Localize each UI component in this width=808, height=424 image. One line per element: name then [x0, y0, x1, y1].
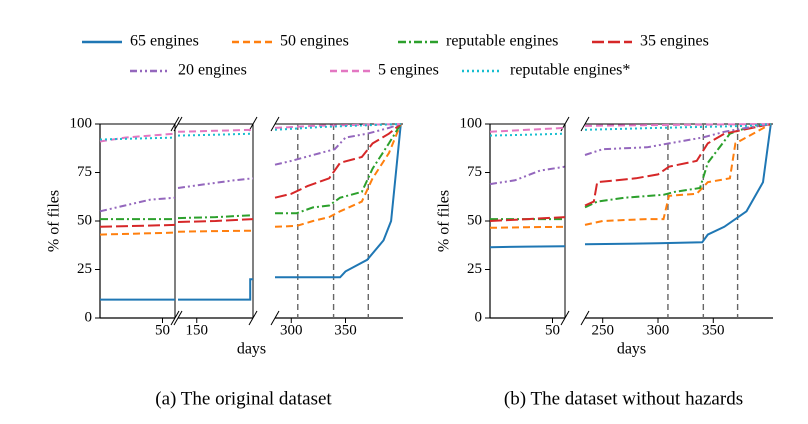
series-line [274, 123, 401, 129]
axis-break [170, 116, 180, 132]
y-axis-label: % of files [436, 190, 453, 252]
y-tick-label: 100 [460, 115, 483, 131]
series-line [99, 223, 176, 228]
series-line [178, 278, 253, 301]
subplot: 0 25 50 75 100 % of files days (a) The original… [46, 115, 403, 409]
y-axis-label: % of files [46, 190, 63, 252]
x-axis-label: days [617, 341, 646, 358]
y-tick-label: 75 [77, 164, 92, 180]
axis-break [580, 310, 590, 326]
series-line [489, 225, 566, 229]
legend-entry: 50 engines [232, 33, 349, 50]
legend-label: reputable engines [446, 33, 558, 50]
axis-break [560, 310, 570, 326]
series-line [489, 165, 566, 186]
y-tick-label: 0 [85, 309, 93, 325]
axis-break [170, 310, 180, 326]
series-line [99, 196, 176, 213]
axis-break [580, 116, 590, 132]
x-tick-label: 300 [280, 322, 303, 338]
axis-break [248, 310, 258, 326]
axis-break [270, 116, 280, 132]
axis-break [270, 310, 280, 326]
series-line [99, 136, 176, 141]
subplot: 0 25 50 75 100 % of files days (b) The dataset … [436, 115, 773, 409]
legend-label: 65 engines [130, 33, 199, 50]
series-line [177, 128, 254, 133]
legend-label: 5 engines [378, 62, 439, 79]
series-line [274, 123, 402, 228]
series-line [99, 231, 176, 236]
x-tick-label: 300 [647, 322, 670, 338]
legend-label: reputable engines* [510, 62, 630, 79]
series-line [177, 132, 254, 137]
series-line [177, 214, 254, 220]
legend-entry: 20 engines [130, 62, 247, 79]
x-tick-label: 250 [591, 322, 614, 338]
caption: (a) The original dataset [155, 388, 332, 409]
series-line [584, 123, 771, 209]
legend-label: 35 engines [640, 33, 709, 50]
legend-label: 50 engines [280, 33, 349, 50]
series-line [274, 123, 402, 199]
series-line [584, 123, 772, 246]
x-tick-label: 50 [155, 322, 170, 338]
series-line [177, 229, 254, 233]
y-tick-label: 75 [467, 164, 482, 180]
caption: (b) The dataset without hazards [504, 388, 743, 409]
legend-entry: 35 engines [592, 33, 709, 50]
series-line [275, 123, 402, 215]
y-tick-label: 25 [467, 261, 482, 277]
series-line [489, 132, 566, 137]
series-line [274, 123, 402, 166]
legend-label: 20 engines [178, 62, 247, 79]
series-line [584, 123, 771, 131]
series-line [274, 123, 401, 131]
x-tick-label: 350 [702, 322, 725, 338]
series-line [489, 126, 566, 133]
axis-break [248, 116, 258, 132]
series-line [275, 123, 402, 279]
series-line [584, 123, 772, 207]
series-line [99, 132, 176, 143]
x-tick-label: 150 [186, 322, 209, 338]
axis-break [173, 310, 183, 326]
y-tick-label: 50 [467, 212, 482, 228]
x-tick-label: 50 [545, 322, 560, 338]
series-line [584, 123, 771, 156]
y-tick-label: 100 [70, 115, 93, 131]
series-line [177, 218, 254, 223]
axis-break [173, 116, 183, 132]
legend-entry: 65 engines [82, 33, 199, 50]
series-line [584, 123, 772, 226]
legend-entry: reputable engines [398, 33, 558, 50]
x-tick-label: 350 [334, 322, 357, 338]
series-line [489, 245, 566, 249]
series-line [489, 216, 566, 222]
x-axis-label: days [237, 341, 266, 358]
y-tick-label: 0 [475, 309, 483, 325]
series-line [584, 123, 771, 127]
y-tick-label: 50 [77, 212, 92, 228]
y-tick-label: 25 [77, 261, 92, 277]
series-line [177, 177, 254, 189]
legend-entry: reputable engines* [462, 62, 630, 79]
legend-entry: 5 engines [330, 62, 439, 79]
